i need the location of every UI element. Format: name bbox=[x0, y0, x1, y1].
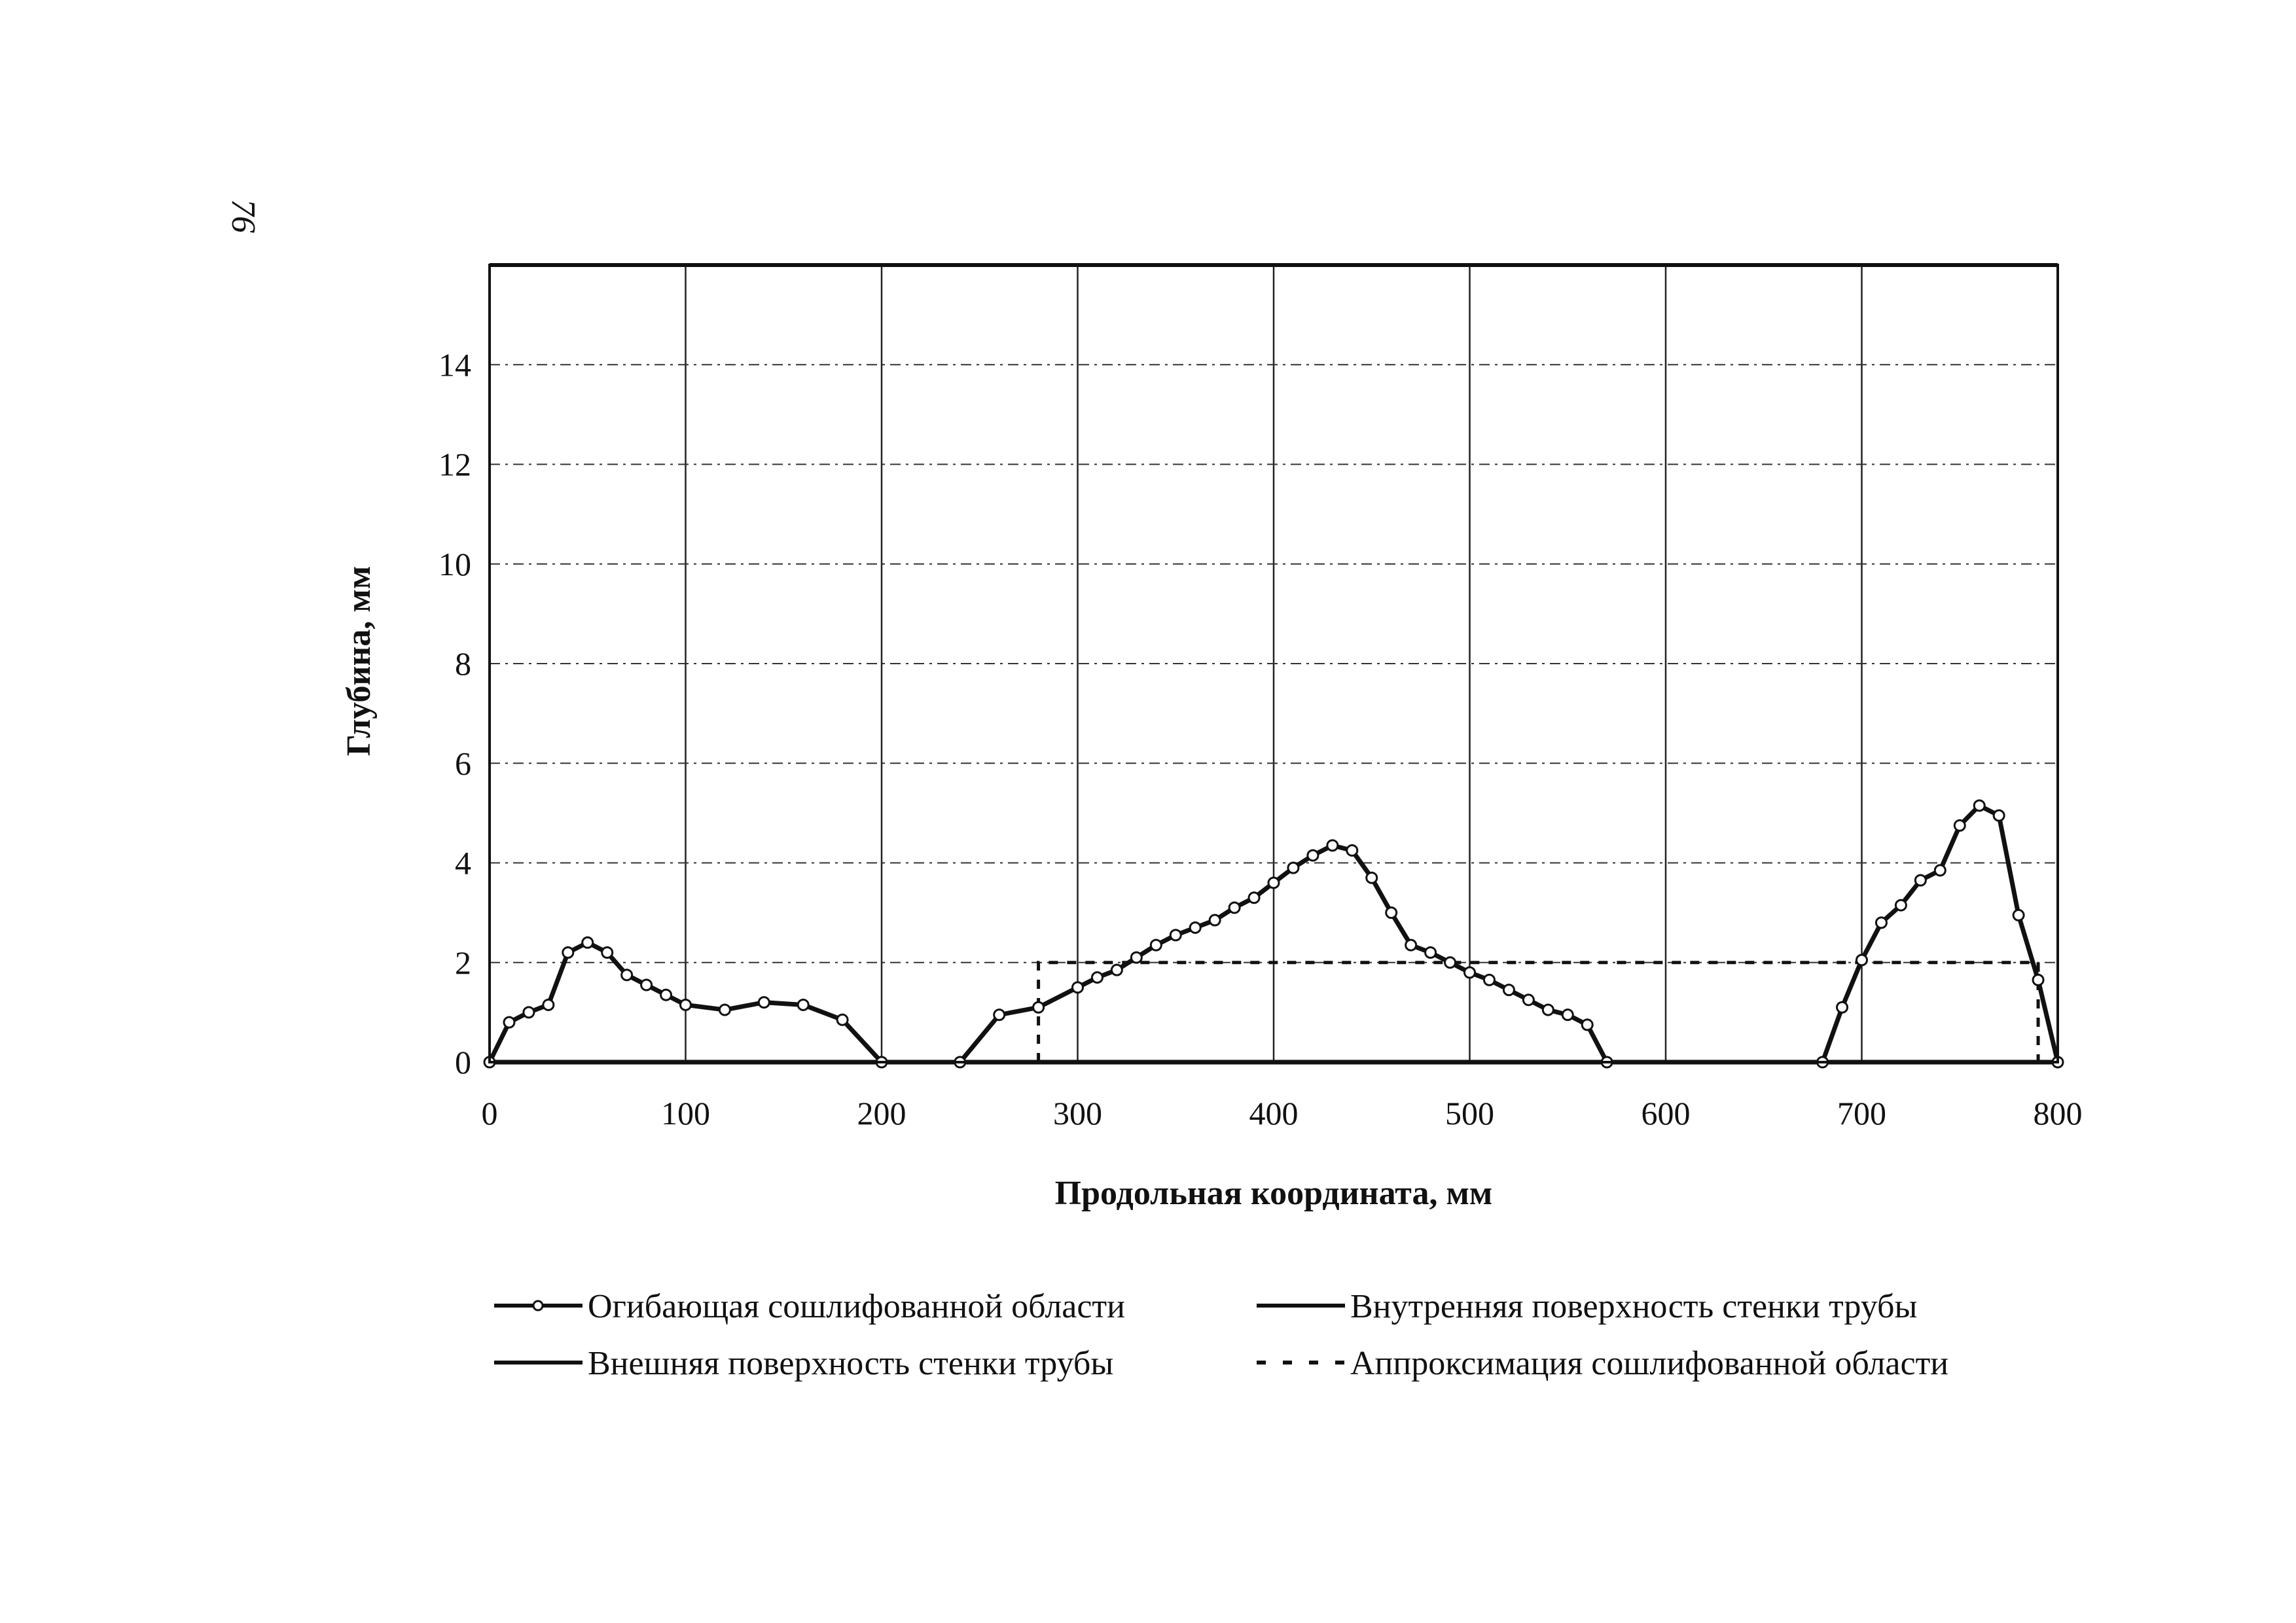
data-point-envelope bbox=[993, 1008, 1006, 1022]
grid bbox=[490, 265, 2058, 1062]
data-point-envelope bbox=[601, 946, 614, 959]
data-point-envelope bbox=[1287, 861, 1300, 874]
legend-label-envelope: Огибающая сошлифованной области bbox=[588, 1288, 1125, 1325]
series-line-envelope bbox=[958, 843, 1609, 1064]
data-point-envelope bbox=[1894, 899, 1907, 912]
data-point-envelope bbox=[1189, 921, 1202, 934]
data-point-envelope bbox=[1090, 971, 1103, 984]
data-point-envelope bbox=[2032, 973, 2045, 986]
y-tick-label: 12 bbox=[439, 446, 471, 483]
data-point-envelope bbox=[1874, 916, 1888, 929]
data-point-envelope bbox=[1836, 1001, 1849, 1014]
data-point-envelope bbox=[522, 1006, 535, 1019]
data-point-envelope bbox=[2012, 908, 2025, 921]
data-point-envelope bbox=[1973, 799, 1986, 812]
y-tick-label: 8 bbox=[455, 645, 471, 682]
x-tick-label: 800 bbox=[2034, 1095, 2083, 1132]
data-point-envelope bbox=[1502, 984, 1515, 997]
page-number: 76 bbox=[224, 199, 262, 233]
data-point-envelope bbox=[1267, 876, 1280, 889]
tick-labels: 0 100 200 300 400 500 600 700 800 0 2 4 6 8 10 12 14 bbox=[439, 346, 2083, 1132]
data-point-envelope bbox=[1385, 906, 1398, 919]
data-point-envelope bbox=[836, 1013, 849, 1026]
legend-label-inner-surface: Внутренняя поверхность стенки трубы bbox=[1350, 1288, 1917, 1325]
x-tick-label: 500 bbox=[1445, 1095, 1494, 1132]
data-point-envelope bbox=[503, 1016, 516, 1029]
data-point-envelope bbox=[797, 998, 810, 1011]
data-point-envelope bbox=[1856, 954, 1868, 967]
legend-item-envelope: Огибающая сошлифованной области bbox=[494, 1288, 1125, 1325]
data-point-envelope bbox=[1130, 951, 1143, 964]
x-tick-label: 700 bbox=[1837, 1095, 1886, 1132]
legend-item-inner-surface: Внутренняя поверхность стенки трубы bbox=[1257, 1288, 1917, 1325]
data-point-envelope bbox=[1522, 993, 1535, 1007]
data-point-envelope bbox=[1228, 901, 1241, 914]
legend-label-approximation: Аппроксимация сошлифованной области bbox=[1350, 1345, 1948, 1382]
y-tick-label: 6 bbox=[455, 745, 471, 781]
y-tick-label: 4 bbox=[455, 845, 471, 882]
data-point-envelope bbox=[718, 1003, 731, 1016]
x-tick-label: 0 bbox=[482, 1095, 498, 1132]
y-axis-title: Глубина, мм bbox=[340, 566, 378, 756]
x-tick-label: 600 bbox=[1641, 1095, 1691, 1132]
data-point-envelope bbox=[1541, 1003, 1554, 1016]
data-point-envelope bbox=[1992, 809, 2005, 822]
legend-item-approximation: Аппроксимация сошлифованной области bbox=[1257, 1345, 1948, 1382]
x-axis-title: Продольная координата, мм bbox=[1055, 1175, 1493, 1212]
data-point-envelope bbox=[640, 978, 653, 991]
data-point-envelope bbox=[1346, 844, 1359, 857]
x-tick-label: 100 bbox=[661, 1095, 710, 1132]
data-point-envelope bbox=[1306, 849, 1319, 862]
data-point-envelope bbox=[562, 946, 575, 959]
legend: Огибающая сошлифованной области Внутренн… bbox=[494, 1288, 1948, 1382]
data-point-envelope bbox=[1149, 938, 1162, 952]
legend-item-outer-surface: Внешняя поверхность стенки трубы bbox=[494, 1345, 1113, 1382]
data-point-envelope bbox=[757, 996, 770, 1009]
data-point-envelope bbox=[1032, 1001, 1045, 1014]
y-tick-label: 10 bbox=[439, 546, 471, 582]
data-point-envelope bbox=[1914, 874, 1927, 887]
data-point-envelope bbox=[1424, 946, 1437, 959]
data-point-envelope bbox=[1208, 914, 1221, 927]
data-point-envelope bbox=[660, 988, 673, 1001]
data-point-envelope bbox=[1933, 864, 1946, 877]
y-tick-label: 14 bbox=[439, 346, 471, 383]
series-line-envelope bbox=[487, 940, 884, 1064]
data-point-envelope bbox=[1326, 839, 1339, 852]
data-point-envelope bbox=[1482, 973, 1496, 986]
plot-frame bbox=[488, 264, 2059, 1063]
data-point-envelope bbox=[1071, 981, 1084, 994]
data-point-envelope bbox=[679, 998, 692, 1011]
data-point-envelope bbox=[1110, 963, 1123, 976]
legend-label-outer-surface: Внешняя поверхность стенки трубы bbox=[588, 1345, 1113, 1382]
y-tick-label: 2 bbox=[455, 944, 471, 981]
series-line-envelope bbox=[1820, 803, 2060, 1063]
data-point-envelope bbox=[1463, 966, 1476, 979]
x-tick-label: 400 bbox=[1249, 1095, 1299, 1132]
data-point-envelope bbox=[1581, 1018, 1594, 1031]
data-point-envelope bbox=[1444, 956, 1457, 969]
data-point-envelope bbox=[1561, 1008, 1574, 1022]
data-point-envelope bbox=[1365, 871, 1378, 884]
data-point-envelope bbox=[1247, 891, 1261, 904]
data-point-envelope bbox=[620, 969, 634, 982]
data-point-envelope bbox=[1169, 929, 1182, 942]
series-line-approximation bbox=[1037, 961, 2040, 1062]
data-point-envelope bbox=[1405, 938, 1418, 952]
x-tick-label: 200 bbox=[857, 1095, 906, 1132]
data-point-envelope bbox=[581, 936, 594, 949]
y-tick-label: 0 bbox=[455, 1044, 471, 1080]
data-point-envelope bbox=[542, 998, 555, 1011]
data-point-envelope bbox=[1953, 819, 1966, 832]
x-tick-label: 300 bbox=[1053, 1095, 1102, 1132]
